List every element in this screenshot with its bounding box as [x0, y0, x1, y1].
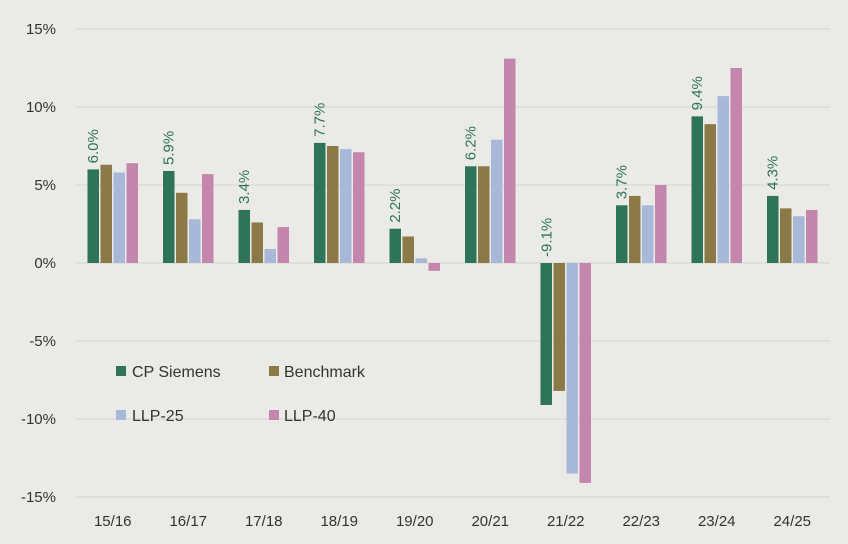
x-tick-label: 23/24	[698, 513, 736, 530]
bar-benchmark-21-22	[553, 263, 565, 391]
bar-cp-siemens-22-23	[616, 205, 628, 263]
data-label-cp-siemens: 6.0%	[85, 129, 102, 163]
bar-cp-siemens-24-25	[767, 195, 779, 263]
y-tick-label: 15%	[26, 21, 56, 38]
legend-item-llp-25: LLP-25	[116, 408, 184, 425]
bar-benchmark-22-23	[629, 195, 641, 263]
bar-benchmark-19-20	[402, 236, 414, 263]
legend-swatch-llp-25	[116, 410, 126, 420]
data-label-cp-siemens: 4.3%	[765, 156, 782, 190]
bar-cp-siemens-21-22	[540, 263, 552, 405]
data-label-cp-siemens: 3.4%	[236, 170, 253, 204]
bar-llp-40-21-22	[579, 263, 591, 483]
bar-llp-25-15-16	[113, 172, 125, 263]
legend-swatch-cp-siemens	[116, 366, 126, 376]
legend-swatch-llp-40	[269, 410, 279, 420]
legend-label-benchmark: Benchmark	[284, 364, 366, 381]
bar-benchmark-23-24	[704, 124, 716, 263]
bar-llp-25-19-20	[415, 258, 427, 263]
y-tick-label: -5%	[29, 333, 56, 350]
x-tick-label: 18/19	[320, 513, 358, 530]
x-tick-label: 24/25	[773, 513, 811, 530]
data-label-cp-siemens: -9.1%	[538, 218, 555, 257]
bar-cp-siemens-19-20	[389, 228, 401, 263]
x-tick-label: 17/18	[245, 513, 283, 530]
legend: CP Siemens Benchmark LLP-25 LLP-40	[116, 364, 366, 425]
legend-item-benchmark: Benchmark	[269, 364, 366, 381]
legend-item-cp-siemens: CP Siemens	[116, 364, 221, 381]
bar-llp-40-23-24	[730, 68, 742, 263]
y-tick-label: -10%	[21, 411, 56, 428]
y-tick-label: 0%	[34, 255, 56, 272]
x-tick-label: 21/22	[547, 513, 585, 530]
bar-benchmark-15-16	[100, 164, 112, 263]
bar-benchmark-16-17	[176, 192, 188, 263]
grid-lines	[75, 28, 830, 498]
legend-label-cp-siemens: CP Siemens	[132, 364, 221, 381]
bar-cp-siemens-20-21	[465, 166, 477, 263]
bar-llp-25-24-25	[793, 216, 805, 263]
x-axis-ticks: 15/16 16/17 17/18 18/19 19/20 20/21 21/22 22/23…	[94, 513, 811, 530]
bars	[87, 58, 818, 483]
legend-label-llp-40: LLP-40	[284, 408, 336, 425]
legend-label-llp-25: LLP-25	[132, 408, 184, 425]
x-tick-label: 22/23	[622, 513, 660, 530]
bar-llp-25-16-17	[189, 219, 201, 263]
data-label-cp-siemens: 3.7%	[614, 165, 631, 199]
x-tick-label: 16/17	[169, 513, 207, 530]
data-label-cp-siemens: 6.2%	[463, 126, 480, 160]
bar-llp-40-16-17	[202, 174, 214, 263]
bar-llp-25-17-18	[264, 248, 276, 263]
data-label-cp-siemens: 2.2%	[387, 188, 404, 222]
bar-llp-40-22-23	[655, 185, 667, 263]
bar-llp-40-15-16	[126, 163, 138, 263]
bar-llp-40-19-20	[428, 263, 440, 271]
y-tick-label: -15%	[21, 489, 56, 506]
data-label-cp-siemens: 5.9%	[161, 131, 178, 165]
bar-cp-siemens-18-19	[314, 142, 326, 263]
data-labels: 6.0% 5.9% 3.4% 7.7% 2.2% 6.2% -9.1% 3.7% 9.4% 4.3…	[85, 76, 782, 257]
bar-llp-40-18-19	[353, 152, 365, 263]
x-tick-label: 15/16	[94, 513, 132, 530]
bar-benchmark-18-19	[327, 146, 339, 263]
bar-benchmark-24-25	[780, 208, 792, 263]
x-tick-label: 19/20	[396, 513, 434, 530]
legend-swatch-benchmark	[269, 366, 279, 376]
bar-llp-25-23-24	[717, 96, 729, 263]
bar-llp-25-22-23	[642, 205, 654, 263]
x-tick-label: 20/21	[471, 513, 509, 530]
bar-benchmark-20-21	[478, 166, 490, 263]
bar-llp-40-17-18	[277, 227, 289, 263]
bar-cp-siemens-16-17	[163, 170, 175, 263]
data-label-cp-siemens: 9.4%	[689, 76, 706, 110]
legend-item-llp-40: LLP-40	[269, 408, 336, 425]
bar-llp-40-24-25	[806, 209, 818, 263]
bar-llp-25-20-21	[491, 139, 503, 263]
y-tick-label: 10%	[26, 99, 56, 116]
bar-llp-25-18-19	[340, 149, 352, 263]
data-label-cp-siemens: 7.7%	[312, 103, 329, 137]
bar-cp-siemens-17-18	[238, 209, 250, 263]
bar-llp-40-20-21	[504, 58, 516, 263]
y-tick-label: 5%	[34, 177, 56, 194]
bar-cp-siemens-15-16	[87, 169, 99, 263]
bar-benchmark-17-18	[251, 222, 263, 263]
bar-cp-siemens-23-24	[691, 116, 703, 263]
bar-llp-25-21-22	[566, 263, 578, 474]
y-axis-ticks: 15% 10% 5% 0% -5% -10% -15%	[21, 21, 56, 506]
